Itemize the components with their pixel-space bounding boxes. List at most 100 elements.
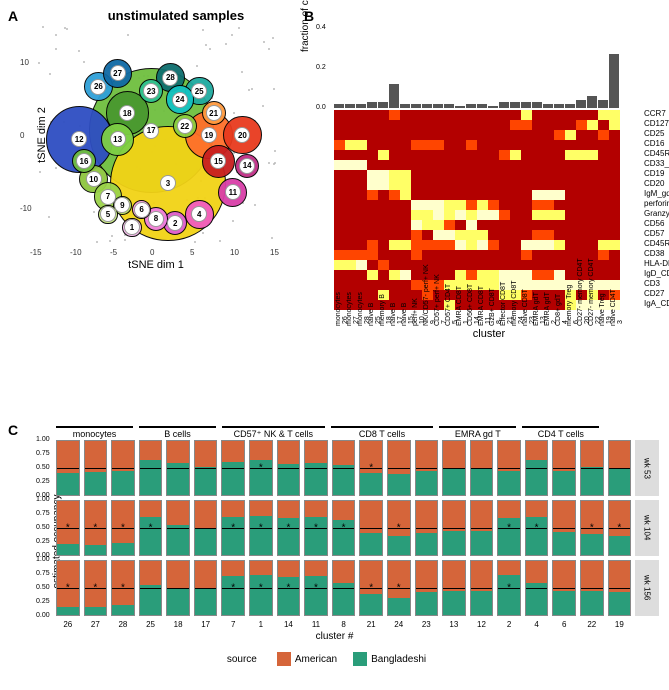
- hm-cell: [477, 200, 488, 210]
- bar-label: CD27- memory CD4T: [577, 258, 584, 326]
- hm-cell: [378, 210, 389, 220]
- hm-cell: [521, 190, 532, 200]
- bar-label: NK/CD57- perf+ NK: [423, 264, 430, 326]
- hm-cell: [488, 150, 499, 160]
- hm-cell: [609, 240, 620, 250]
- occupancy-cell: [552, 500, 576, 556]
- sig-marker: *: [259, 583, 263, 594]
- cluster-label-21: 21: [206, 105, 222, 121]
- hm-cell: [422, 250, 433, 260]
- sig-marker: *: [93, 523, 97, 534]
- hm-cell: [334, 110, 345, 120]
- hm-cell: [565, 210, 576, 220]
- hm-cell: [477, 220, 488, 230]
- hm-cell: [499, 210, 510, 220]
- hm-cell: [400, 220, 411, 230]
- hm-cell: [411, 130, 422, 140]
- hm-cell: [411, 120, 422, 130]
- marker-label: CD56: [644, 219, 664, 228]
- hm-cell: [609, 120, 620, 130]
- hm-cell: [609, 210, 620, 220]
- panel-a-label: A: [8, 8, 18, 24]
- bar-21: [499, 102, 509, 108]
- hm-cell: [356, 170, 367, 180]
- hm-cell: [488, 170, 499, 180]
- hm-cell: [576, 180, 587, 190]
- hm-cell: [433, 260, 444, 270]
- c-xtick: 27: [84, 620, 108, 629]
- c-xtick: 7: [221, 620, 245, 629]
- tsne-xlabel: tSNE dim 1: [128, 259, 184, 271]
- hm-cell: [356, 150, 367, 160]
- bar-label: naive Treg: [599, 293, 606, 326]
- hm-cell: [598, 260, 609, 270]
- hm-cell: [609, 170, 620, 180]
- panel-b: B fraction of cells 0.00.20.4 CCR7CD127C…: [304, 8, 661, 418]
- hm-cell: [455, 210, 466, 220]
- hm-cell: [422, 180, 433, 190]
- hm-cell: [389, 270, 400, 280]
- hm-cell: [576, 110, 587, 120]
- hm-cell: [499, 120, 510, 130]
- c-xtick: 21: [359, 620, 383, 629]
- hm-cell: [532, 160, 543, 170]
- hm-cell: [543, 260, 554, 270]
- hm-cell: [576, 230, 587, 240]
- hm-cell: [499, 110, 510, 120]
- hm-cell: [510, 250, 521, 260]
- hm-cell: [521, 240, 532, 250]
- hm-cell: [389, 210, 400, 220]
- hm-cell: [334, 120, 345, 130]
- c-xtick: 11: [304, 620, 328, 629]
- hm-cell: [422, 170, 433, 180]
- occupancy-cell: [194, 500, 218, 556]
- hm-cell: [510, 240, 521, 250]
- hm-cell: [389, 200, 400, 210]
- bar-10: [411, 104, 421, 108]
- hm-cell: [466, 240, 477, 250]
- bar-label: EMRA CD8T: [478, 286, 485, 326]
- hm-cell: [411, 230, 422, 240]
- hm-cell: [400, 110, 411, 120]
- marker-label: GranzymeB: [644, 209, 669, 218]
- occupancy-cell: [552, 560, 576, 616]
- hm-cell: [411, 180, 422, 190]
- bar-5: [444, 104, 454, 108]
- hm-cell: [466, 160, 477, 170]
- hm-cell: [565, 130, 576, 140]
- hm-cell: [356, 180, 367, 190]
- hm-cell: [477, 210, 488, 220]
- hm-cell: [532, 260, 543, 270]
- hm-cell: [598, 240, 609, 250]
- hm-cell: [422, 210, 433, 220]
- hm-cell: [598, 220, 609, 230]
- hm-cell: [378, 200, 389, 210]
- hm-cell: [356, 140, 367, 150]
- hm-cell: [455, 270, 466, 280]
- hm-cell: [389, 120, 400, 130]
- bar-6: [565, 104, 575, 108]
- hm-cell: [334, 170, 345, 180]
- hm-cell: [422, 150, 433, 160]
- occupancy-cell: [470, 500, 494, 556]
- hm-cell: [532, 240, 543, 250]
- hm-cell: [345, 210, 356, 220]
- hm-cell: [455, 220, 466, 230]
- top-row: A unstimulated samples tSNE dim 2 tSNE d…: [8, 8, 661, 418]
- cluster-label-19: 19: [201, 127, 217, 143]
- hm-cell: [367, 260, 378, 270]
- hm-cell: [334, 130, 345, 140]
- legend: source AmericanBangladeshi: [8, 652, 661, 666]
- hm-cell: [532, 130, 543, 140]
- group-header: EMRA gd T: [439, 426, 516, 440]
- hm-cell: [400, 280, 411, 290]
- hm-cell: [510, 220, 521, 230]
- hm-cell: [422, 220, 433, 230]
- hm-cell: [433, 200, 444, 210]
- hm-cell: [389, 280, 400, 290]
- hm-cell: [499, 170, 510, 180]
- sig-marker: *: [149, 523, 153, 534]
- hm-cell: [554, 170, 565, 180]
- c-xtick: 19: [608, 620, 632, 629]
- hm-cell: [554, 150, 565, 160]
